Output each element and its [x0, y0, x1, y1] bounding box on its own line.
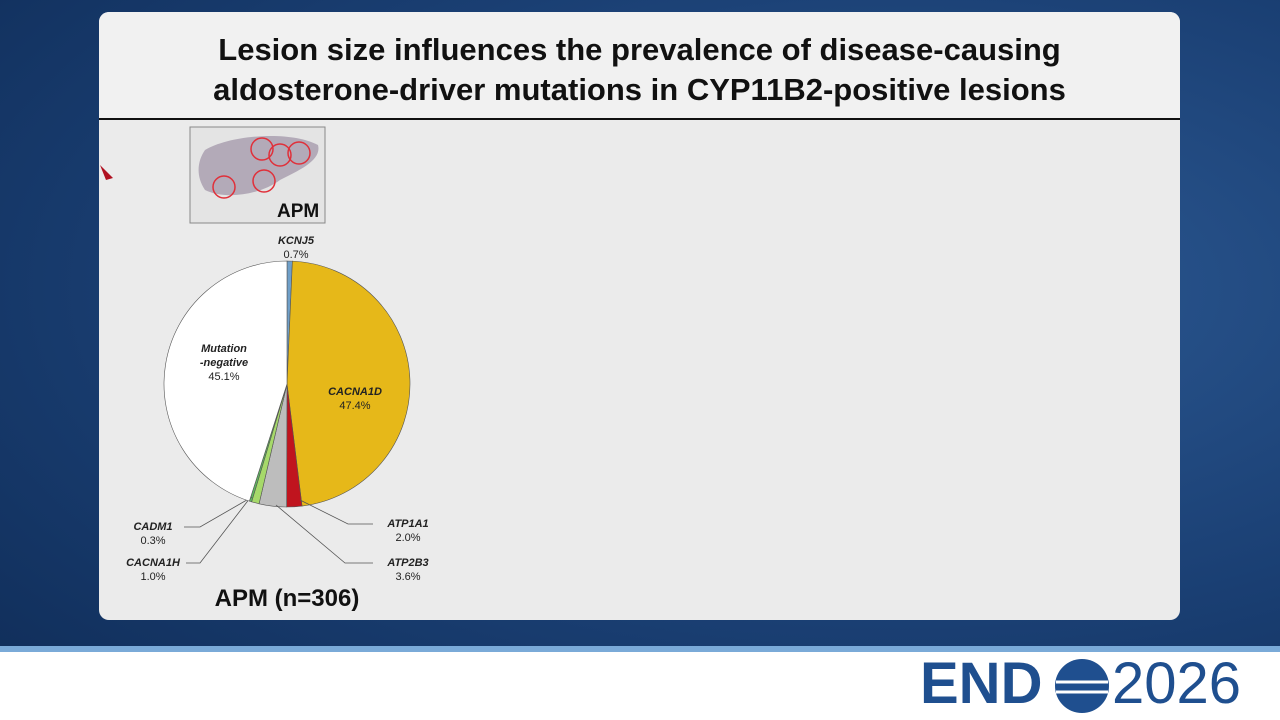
slide-title: Lesion size influences the prevalence of… [213, 32, 1066, 107]
value-label: 1.0% [140, 571, 166, 583]
logo-text: END [920, 651, 1043, 716]
pointer [100, 165, 113, 180]
value-label: 47.4% [339, 400, 371, 412]
category-label: KCNJ5 [277, 235, 315, 247]
slice-label: CACNA1H 1.0% [118, 556, 188, 584]
slice-label: Mutation -negative 45.1% [184, 342, 264, 384]
slice-label: CADM1 0.3% [120, 520, 186, 548]
logo-globe [1055, 659, 1109, 713]
slice-label: KCNJ5 0.7% [256, 234, 336, 262]
category-label: CADM1 [133, 521, 173, 533]
slice-label: CACNA1D 47.4% [315, 385, 395, 413]
slice-label: ATP1A1 2.0% [378, 517, 438, 545]
value-label: 2.0% [395, 532, 421, 544]
leader-line [275, 504, 373, 564]
chart-title: APM (n=306) [214, 585, 360, 612]
value-label: 0.7% [283, 249, 309, 261]
slice-label: ATP2B3 3.6% [378, 556, 438, 584]
leader-line [186, 497, 251, 564]
tissue-image [189, 126, 326, 224]
category-label: Mutation -negative [199, 343, 249, 369]
category-label: ATP1A1 [387, 518, 429, 530]
category-label: CACNA1H [126, 557, 180, 569]
image-label: APM [277, 201, 320, 222]
value-label: 3.6% [395, 571, 421, 583]
value-label: 45.1% [208, 371, 240, 383]
category-label: CACNA1D [328, 386, 382, 398]
leader-line [299, 499, 373, 525]
logo-year: 2026 [1112, 651, 1242, 716]
category-label: ATP2B3 [387, 557, 429, 569]
value-label: 0.3% [140, 535, 166, 547]
leader-line [184, 496, 253, 528]
pie-slice [163, 260, 288, 502]
pie-slice [286, 260, 411, 507]
header: Lesion size influences the prevalence of… [99, 12, 1180, 120]
